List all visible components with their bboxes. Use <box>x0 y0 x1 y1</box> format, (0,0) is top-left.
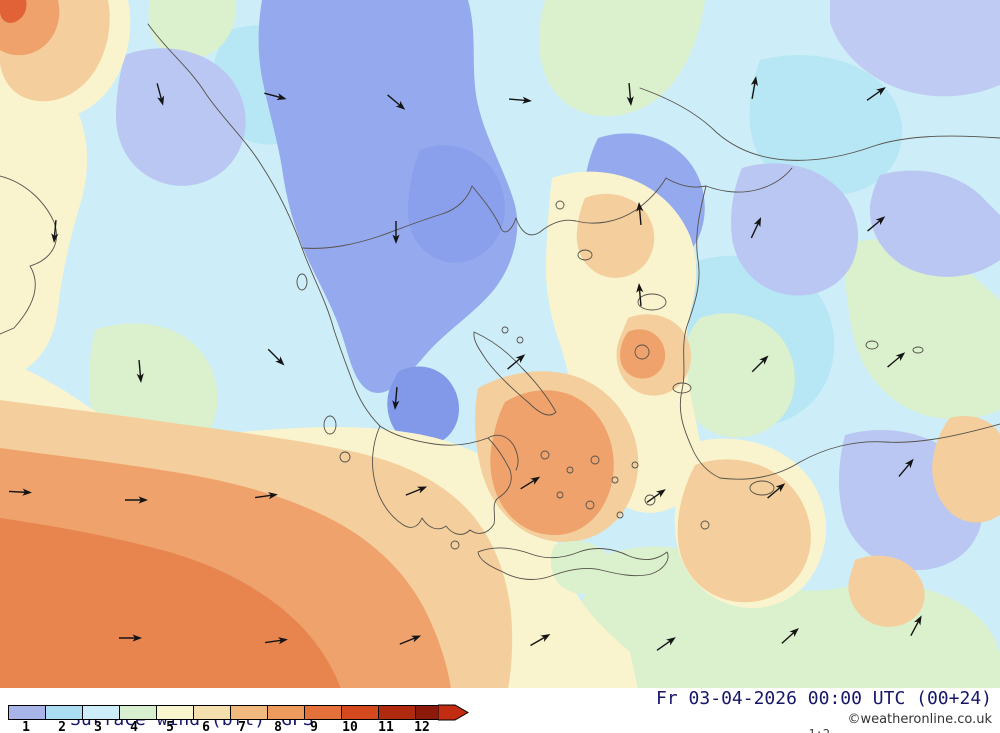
legend-segment-4 <box>119 705 157 720</box>
wind-arrow <box>530 634 551 647</box>
wind-arrow <box>265 637 288 645</box>
wind-arrow <box>255 492 278 500</box>
bft8-fill-region <box>0 0 341 689</box>
legend-value-label: 4 <box>130 720 138 733</box>
legend-value-label: 8 <box>274 720 282 733</box>
wind-arrow <box>767 483 786 499</box>
wind-arrow <box>508 96 532 104</box>
legend-value-label: 3 <box>94 720 102 733</box>
wind-arrow <box>392 386 400 410</box>
wind-arrow <box>507 354 526 370</box>
euboea-coastline <box>473 331 557 416</box>
copyright-watermark: ©weatheronline.co.uk <box>847 712 992 727</box>
wind-arrow <box>750 76 758 99</box>
wind-arrow <box>392 221 400 244</box>
wind-arrow <box>405 486 428 496</box>
legend-bar <box>8 705 453 720</box>
legend-value-label: 5 <box>166 720 174 733</box>
legend-value-label: 12 <box>414 720 430 733</box>
marmara-inner-coastline <box>705 167 793 193</box>
wind-arrow <box>656 637 676 651</box>
bft4-fill-region <box>89 0 1000 689</box>
turkey-west-coastline <box>679 259 721 479</box>
legend-segment-2 <box>45 705 83 720</box>
scale-fragment: 1:2 <box>808 727 830 733</box>
legend-segment-5 <box>156 705 194 720</box>
legend-segment-3 <box>82 705 120 720</box>
legend-segment-9 <box>304 705 342 720</box>
legend-segment-10 <box>341 705 379 720</box>
coastline-layer <box>0 23 1000 580</box>
valid-time-label: Fr 03-04-2026 00:00 UTC (00+24) <box>656 688 992 709</box>
legend-value-label: 6 <box>202 720 210 733</box>
legend-segment-6 <box>193 705 231 720</box>
legend-arrow-tip <box>438 704 470 721</box>
bft4-late-fill-region <box>550 540 613 594</box>
wind-arrow <box>636 283 644 307</box>
wind-arrow <box>750 217 762 239</box>
wind-arrow <box>8 488 32 496</box>
legend-colorbar: 1 2 3 4 5 6 7 8 9 10 11 12 <box>8 704 470 733</box>
legend-segment-11 <box>378 705 416 720</box>
legend-segment-1 <box>8 705 46 720</box>
wind-arrow <box>866 87 886 101</box>
wind-arrow <box>399 635 422 645</box>
legend-value-label: 9 <box>310 720 318 733</box>
legend-value-label: 11 <box>378 720 394 733</box>
wind-arrow-layer <box>8 76 922 651</box>
wind-arrow <box>387 94 406 110</box>
wind-arrow <box>646 489 666 503</box>
footer-bar: Surface wind (bft)GFS Fr 03-04-2026 00:0… <box>0 688 1000 733</box>
italy-heel-coastline <box>0 175 57 335</box>
wind-arrow <box>781 627 799 644</box>
west-greece-coastline <box>351 379 489 446</box>
islands-coastlines <box>296 200 924 550</box>
legend-value-label: 7 <box>238 720 246 733</box>
crete-coastline <box>477 547 669 580</box>
wind-arrow <box>119 634 142 642</box>
turkey-south-coastline <box>719 423 1000 480</box>
wind-arrow <box>267 348 285 366</box>
legend-value-label: 2 <box>58 720 66 733</box>
wind-arrow <box>887 352 906 368</box>
attica-coastline <box>487 434 519 471</box>
map-canvas <box>0 0 1000 689</box>
peloponnese-coastline <box>372 425 512 535</box>
wind-arrow <box>520 476 541 490</box>
wind-arrow <box>867 216 886 232</box>
wind-arrow <box>910 615 922 637</box>
wind-arrow <box>751 355 769 373</box>
wind-arrow <box>136 359 144 383</box>
wind-arrow <box>898 458 914 477</box>
adriatic-coastline <box>147 23 353 381</box>
black-sea-coastline <box>639 87 1000 161</box>
wind-arrow <box>156 83 165 106</box>
legend-value-label: 10 <box>342 720 358 733</box>
wind-arrow <box>636 202 644 226</box>
legend-segment-8 <box>267 705 305 720</box>
wind-arrow <box>626 82 634 106</box>
legend-scale-values: 1 2 3 4 5 6 7 8 9 10 11 12 <box>8 721 453 733</box>
chalkidiki-coastline <box>471 177 667 236</box>
north-greece-coastline <box>301 185 473 249</box>
wind-arrow <box>125 496 148 504</box>
bft1-light-fill-region <box>116 0 1000 571</box>
wind-arrow <box>264 92 287 101</box>
wind-arrow <box>51 219 59 243</box>
legend-segment-7 <box>230 705 268 720</box>
legend-value-label: 1 <box>22 720 30 733</box>
